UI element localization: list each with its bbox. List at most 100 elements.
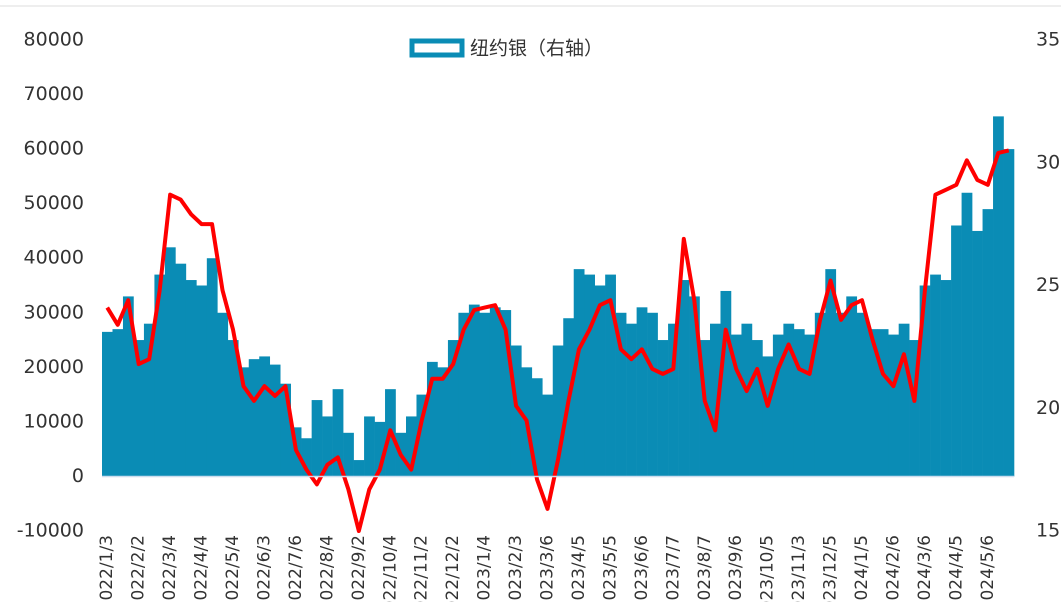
bar (164, 247, 176, 477)
x-tick-label: 2022/5/4 (223, 535, 243, 602)
y-tick-label: -10000 (17, 520, 84, 542)
x-tick-label: 2022/2/2 (129, 535, 149, 602)
bar (668, 323, 679, 477)
bar (458, 312, 470, 477)
x-tick-label: 2022/6/3 (254, 535, 274, 602)
bar (751, 340, 763, 477)
bar (406, 416, 417, 477)
x-tick-label: 2022/10/4 (380, 535, 400, 602)
bar (657, 340, 669, 477)
y2-tick-label: 20 (1036, 397, 1060, 419)
bar (332, 389, 344, 477)
bar (856, 312, 868, 477)
x-tick-label: 2024/1/5 (852, 535, 872, 602)
bar (343, 432, 354, 477)
bar (542, 394, 554, 477)
legend-label: 纽约银（右轴） (470, 38, 603, 60)
x-tick-label: 2022/12/2 (443, 535, 463, 602)
price-line (105, 148, 1010, 533)
bar (259, 356, 271, 477)
y-tick-label: 70000 (24, 83, 84, 105)
x-tick-label: 2023/4/5 (569, 535, 589, 602)
x-tick-label: 2023/12/5 (821, 535, 841, 602)
bar (762, 356, 774, 477)
bar (940, 280, 952, 477)
x-tick-label: 2022/9/2 (349, 535, 369, 602)
bar (710, 323, 721, 477)
bar (122, 296, 134, 477)
bar (972, 230, 983, 477)
bar (500, 310, 512, 477)
bar (102, 331, 113, 477)
x-tick-label: 2022/11/2 (412, 535, 432, 602)
bar (615, 312, 627, 477)
bar (227, 340, 239, 477)
bar (741, 323, 753, 477)
bar (647, 312, 658, 477)
bar (730, 334, 742, 477)
x-tick-label: 2023/3/6 (538, 535, 558, 602)
y-tick-label: 40000 (24, 247, 84, 269)
bar (636, 307, 648, 477)
bar (993, 116, 1004, 477)
y2-tick-label: 15 (1036, 520, 1060, 542)
bar (552, 345, 564, 477)
bar (322, 416, 333, 477)
y2-tick-label: 30 (1036, 151, 1060, 173)
legend-swatch (409, 38, 465, 58)
bar (112, 329, 124, 477)
bar (1003, 149, 1015, 477)
x-tick-label: 2023/7/7 (663, 535, 683, 602)
bar (594, 285, 606, 477)
bar (678, 280, 690, 477)
bar (951, 225, 962, 477)
bar (479, 312, 491, 477)
x-tick-label: 2022/7/6 (286, 535, 306, 602)
x-tick-label: 2022/8/4 (317, 535, 337, 602)
bar (825, 269, 837, 477)
bar (280, 383, 291, 477)
bar (206, 258, 218, 477)
bar (353, 460, 365, 477)
x-tick-label: 2024/4/5 (946, 535, 966, 602)
bar (374, 421, 386, 477)
bar (783, 323, 795, 477)
y-tick-label: 0 (72, 465, 84, 487)
bar (605, 274, 616, 477)
bar (573, 269, 585, 477)
bar (699, 340, 711, 477)
bar (311, 400, 323, 477)
bar (489, 307, 501, 477)
bar (877, 329, 889, 477)
y2-tick-label: 25 (1036, 274, 1060, 296)
x-tick-label: 2023/11/3 (789, 535, 809, 602)
bar (133, 340, 145, 477)
bar (185, 280, 197, 477)
bar (416, 394, 428, 477)
bar (468, 304, 480, 477)
bar (248, 359, 260, 477)
bar (982, 209, 994, 477)
y-tick-label: 10000 (24, 410, 84, 432)
bar (930, 274, 941, 477)
bar (364, 416, 375, 477)
bar (846, 296, 858, 477)
x-tick-label: 2023/2/3 (506, 535, 526, 602)
bar (898, 323, 910, 477)
y2-tick-label: 35 (1036, 29, 1060, 51)
bar (626, 323, 637, 477)
bar (238, 367, 250, 477)
bar (961, 192, 973, 477)
bar (426, 361, 438, 477)
x-tick-label: 2022/4/4 (192, 535, 212, 602)
bar (909, 340, 920, 477)
bar (720, 290, 732, 477)
y-tick-label: 80000 (24, 29, 84, 51)
bar (301, 438, 312, 477)
y-tick-label: 30000 (24, 301, 84, 323)
bar (814, 312, 826, 477)
bar (888, 334, 899, 477)
x-tick-label: 2024/3/6 (915, 535, 935, 602)
bar (510, 345, 522, 477)
y-tick-label: 20000 (24, 356, 84, 378)
